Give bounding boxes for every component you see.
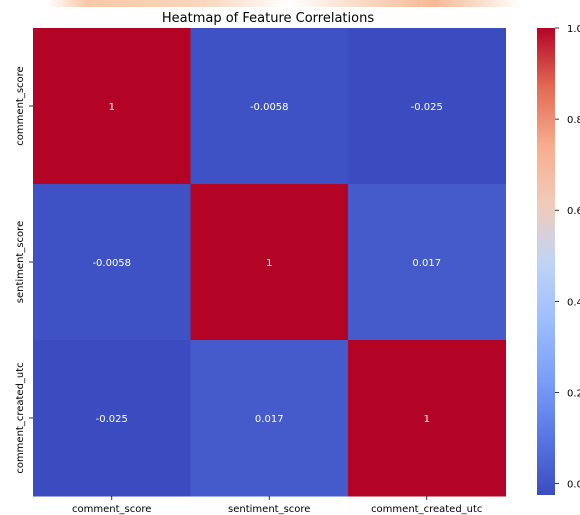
heatmap-cell [190, 184, 349, 341]
y-tick-label: comment_created_utc [15, 362, 26, 473]
y-tick-label: sentiment_score [15, 221, 26, 303]
x-tick-label: comment_score [72, 504, 151, 515]
cell-annotation: -0.0058 [92, 258, 131, 269]
top-banner-strip [0, 0, 580, 7]
y-tick-label: comment_score [15, 66, 26, 145]
cell-annotation: -0.025 [411, 102, 443, 113]
heatmap-cell [348, 340, 506, 497]
heatmap-cell [33, 340, 191, 497]
heatmap-cell [190, 340, 349, 497]
heatmap-cell [348, 184, 506, 341]
y-axis: comment_score sentiment_score comment_crea… [15, 66, 33, 474]
heatmap-cell [190, 28, 349, 185]
colorbar-gradient [537, 28, 555, 495]
cell-annotation: 1 [109, 102, 115, 113]
heatmap-cell [348, 28, 506, 185]
heatmap-cell [33, 28, 191, 185]
x-tick-label: comment_created_utc [371, 504, 482, 515]
colorbar-ticks: 0.0 0.2 0.4 0.6 0.8 1.0 [555, 24, 580, 491]
cell-annotation: 1 [266, 258, 272, 269]
colorbar-tick-label: 0.8 [567, 115, 580, 126]
cell-annotation: 0.017 [412, 258, 441, 269]
cell-annotation: -0.025 [96, 414, 128, 425]
cell-annotation: 1 [424, 414, 430, 425]
x-axis: comment_score sentiment_score comment_crea… [72, 496, 482, 515]
heatmap-cells [33, 28, 506, 497]
colorbar: 0.0 0.2 0.4 0.6 0.8 1.0 [537, 24, 580, 495]
colorbar-tick-label: 1.0 [567, 24, 580, 35]
heatmap-cell-labels: 1 -0.0058 -0.025 -0.0058 1 0.017 -0.025 0.017 1 [92, 102, 442, 425]
cell-annotation: 0.017 [255, 414, 284, 425]
colorbar-tick-label: 0.6 [567, 206, 580, 217]
colorbar-tick-label: 0.2 [567, 388, 580, 399]
x-tick-label: sentiment_score [228, 504, 310, 515]
heatmap-cell [33, 184, 191, 341]
chart-title: Heatmap of Feature Correlations [162, 11, 374, 26]
colorbar-tick-label: 0.4 [567, 297, 580, 308]
colorbar-tick-label: 0.0 [567, 480, 580, 491]
cell-annotation: -0.0058 [250, 102, 289, 113]
